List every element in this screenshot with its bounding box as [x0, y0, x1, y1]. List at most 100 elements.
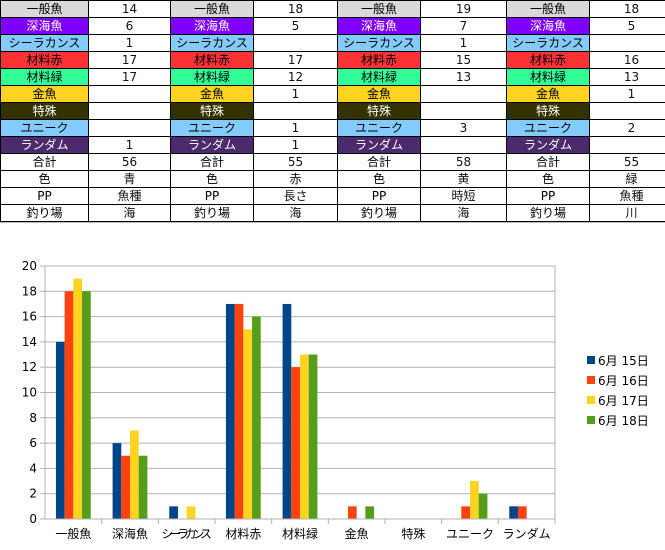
value-cell[interactable]: 56	[88, 153, 171, 171]
row-label-cell[interactable]: 深海魚	[506, 17, 590, 35]
row-label-cell[interactable]: 金魚	[0, 85, 89, 103]
row-label-cell[interactable]: 色	[170, 170, 254, 188]
value-cell[interactable]: 海	[88, 204, 171, 222]
row-label-cell[interactable]: 金魚	[170, 85, 254, 103]
row-label-cell[interactable]: シーラカンス	[337, 34, 421, 52]
row-label-cell[interactable]: 色	[0, 170, 89, 188]
row-label-cell[interactable]: 一般魚	[337, 0, 421, 18]
value-cell[interactable]: 時短	[420, 187, 507, 205]
row-label-cell[interactable]: 合計	[0, 153, 89, 171]
row-label-cell[interactable]: 一般魚	[506, 0, 590, 18]
row-label-cell[interactable]: 一般魚	[0, 0, 89, 18]
value-cell[interactable]: 17	[253, 51, 338, 69]
row-label-cell[interactable]: 一般魚	[170, 0, 254, 18]
value-cell[interactable]: 58	[420, 153, 507, 171]
row-label-cell[interactable]: 材料赤	[170, 51, 254, 69]
row-label-cell[interactable]: PP	[506, 187, 590, 205]
row-label-cell[interactable]: 材料緑	[170, 68, 254, 86]
value-cell[interactable]: 18	[253, 0, 338, 18]
row-label-cell[interactable]: 材料緑	[0, 68, 89, 86]
row-label-cell[interactable]: 金魚	[337, 85, 421, 103]
row-label-cell[interactable]: 深海魚	[170, 17, 254, 35]
row-label-cell[interactable]: 材料緑	[337, 68, 421, 86]
value-cell[interactable]: 1	[253, 119, 338, 137]
value-cell[interactable]: 1	[253, 85, 338, 103]
row-label-cell[interactable]: PP	[0, 187, 89, 205]
row-label-cell[interactable]: 釣り場	[337, 204, 421, 222]
row-label-cell[interactable]: 合計	[506, 153, 590, 171]
row-label-cell[interactable]: 特殊	[0, 102, 89, 120]
row-label-cell[interactable]: ランダム	[0, 136, 89, 154]
value-cell[interactable]	[589, 102, 665, 120]
row-label-cell[interactable]: 材料赤	[337, 51, 421, 69]
value-cell[interactable]: 12	[253, 68, 338, 86]
value-cell[interactable]: 55	[589, 153, 665, 171]
value-cell[interactable]: 3	[420, 119, 507, 137]
row-label-cell[interactable]: ユニーク	[0, 119, 89, 137]
row-label-cell[interactable]: 釣り場	[170, 204, 254, 222]
row-label-cell[interactable]: 合計	[170, 153, 254, 171]
value-cell[interactable]: 6	[88, 17, 171, 35]
value-cell[interactable]: 1	[88, 136, 171, 154]
value-cell[interactable]	[88, 102, 171, 120]
row-label-cell[interactable]: 合計	[337, 153, 421, 171]
row-label-cell[interactable]: 釣り場	[506, 204, 590, 222]
value-cell[interactable]: 2	[589, 119, 665, 137]
value-cell[interactable]: 17	[88, 51, 171, 69]
row-label-cell[interactable]: シーラカンス	[170, 34, 254, 52]
value-cell[interactable]: 青	[88, 170, 171, 188]
value-cell[interactable]: 緑	[589, 170, 665, 188]
value-cell[interactable]	[88, 85, 171, 103]
value-cell[interactable]	[253, 102, 338, 120]
value-cell[interactable]	[88, 119, 171, 137]
row-label-cell[interactable]: ランダム	[337, 136, 421, 154]
value-cell[interactable]: 長さ	[253, 187, 338, 205]
value-cell[interactable]	[420, 136, 507, 154]
row-label-cell[interactable]: 材料緑	[506, 68, 590, 86]
row-label-cell[interactable]: 特殊	[170, 102, 254, 120]
value-cell[interactable]: 19	[420, 0, 507, 18]
row-label-cell[interactable]: 材料赤	[506, 51, 590, 69]
value-cell[interactable]	[420, 102, 507, 120]
value-cell[interactable]: 5	[253, 17, 338, 35]
row-label-cell[interactable]: 特殊	[506, 102, 590, 120]
value-cell[interactable]: 赤	[253, 170, 338, 188]
value-cell[interactable]: 1	[589, 85, 665, 103]
value-cell[interactable]: 14	[88, 0, 171, 18]
value-cell[interactable]: 18	[589, 0, 665, 18]
row-label-cell[interactable]: 金魚	[506, 85, 590, 103]
row-label-cell[interactable]: 釣り場	[0, 204, 89, 222]
value-cell[interactable]	[253, 34, 338, 52]
value-cell[interactable]: 55	[253, 153, 338, 171]
value-cell[interactable]: 17	[88, 68, 171, 86]
row-label-cell[interactable]: ユニーク	[506, 119, 590, 137]
value-cell[interactable]: 1	[420, 34, 507, 52]
row-label-cell[interactable]: ユニーク	[170, 119, 254, 137]
value-cell[interactable]: 黄	[420, 170, 507, 188]
value-cell[interactable]: 15	[420, 51, 507, 69]
value-cell[interactable]	[589, 136, 665, 154]
value-cell[interactable]: 5	[589, 17, 665, 35]
row-label-cell[interactable]: シーラカンス	[0, 34, 89, 52]
value-cell[interactable]: 魚種	[589, 187, 665, 205]
value-cell[interactable]: 16	[589, 51, 665, 69]
value-cell[interactable]: 海	[420, 204, 507, 222]
value-cell[interactable]	[589, 34, 665, 52]
row-label-cell[interactable]: シーラカンス	[506, 34, 590, 52]
row-label-cell[interactable]: 深海魚	[0, 17, 89, 35]
value-cell[interactable]: 海	[253, 204, 338, 222]
row-label-cell[interactable]: PP	[170, 187, 254, 205]
row-label-cell[interactable]: 色	[337, 170, 421, 188]
value-cell[interactable]: 7	[420, 17, 507, 35]
row-label-cell[interactable]: 材料赤	[0, 51, 89, 69]
row-label-cell[interactable]: ランダム	[506, 136, 590, 154]
value-cell[interactable]: 川	[589, 204, 665, 222]
row-label-cell[interactable]: PP	[337, 187, 421, 205]
row-label-cell[interactable]: ユニーク	[337, 119, 421, 137]
value-cell[interactable]	[420, 85, 507, 103]
row-label-cell[interactable]: ランダム	[170, 136, 254, 154]
row-label-cell[interactable]: 特殊	[337, 102, 421, 120]
row-label-cell[interactable]: 色	[506, 170, 590, 188]
value-cell[interactable]: 魚種	[88, 187, 171, 205]
value-cell[interactable]: 13	[589, 68, 665, 86]
